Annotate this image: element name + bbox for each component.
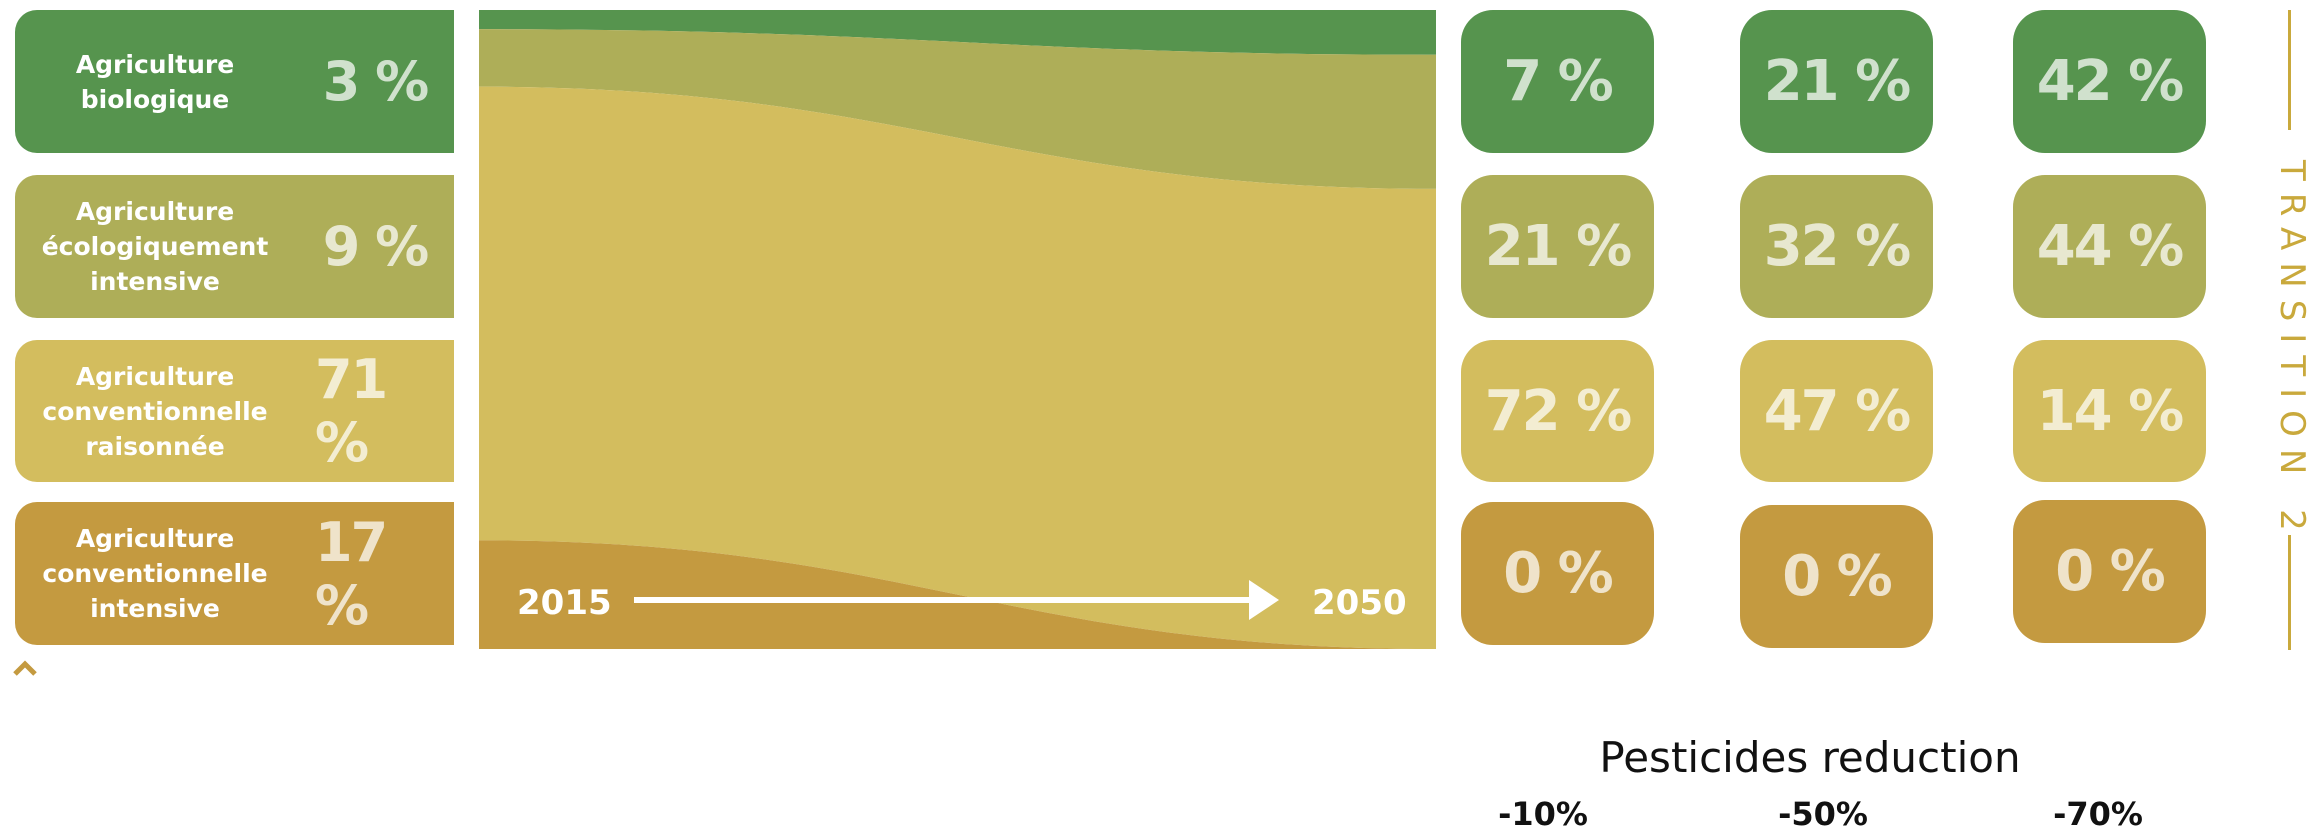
area-series-int [479,540,1436,649]
category-pct-2015: 3 % [322,50,429,113]
scenario3-int: 0 % [2013,500,2206,643]
category-pct-2015: 17 % [315,510,388,637]
scenario1-rai: 72 % [1461,340,1654,482]
row-label-rai: Agriculture conventionnelle raisonnée 71… [15,340,454,482]
row-label-bio: Agriculture biologique 3 % [15,10,454,153]
pesticides-title: Pesticides reduction [1599,733,2021,782]
category-pct-2015: 71 % [315,348,388,474]
timeline-end-label: 2050 [1312,583,1407,623]
scenario2-int: 0 % [1740,505,1933,648]
category-name: Agriculture écologiquement intensive [41,197,269,296]
area-series-bio [479,10,1436,55]
scenario1-bio: 7 % [1461,10,1654,153]
scenario2-rai: 47 % [1740,340,1933,482]
side-label-text: TRANSITION 2 [2272,160,2312,543]
timeline-arrow-head [1249,580,1279,620]
scenario3-rai: 14 % [2013,340,2206,482]
scenario3-bio: 42 % [2013,10,2206,153]
area-series-eco [479,29,1436,189]
scenario3-eco: 44 % [2013,175,2206,318]
area-series-rai [479,86,1436,649]
scenario2-eco: 32 % [1740,175,1933,318]
area-layers [479,10,1436,649]
timeline-start-label: 2015 [517,583,612,623]
side-line-bottom [2288,535,2291,650]
pesticides-value-3: -70% [2053,795,2143,833]
row-label-int: Agriculture conventionnelle intensive 17… [15,502,454,645]
side-line-top [2288,10,2291,130]
category-name: Agriculture biologique [75,49,235,114]
chevron-up-icon[interactable] [10,652,40,682]
category-name: Agriculture conventionnelle intensive [42,524,268,623]
pesticides-value-1: -10% [1498,795,1588,833]
scenario1-eco: 21 % [1461,175,1654,318]
row-label-eco: Agriculture écologiquement intensive 9 % [15,175,454,318]
pesticides-value-2: -50% [1778,795,1868,833]
transition-side-label: TRANSITION 2 [2270,10,2313,650]
transition-area-chart: 2015 2050 [479,10,1436,649]
scenario1-int: 0 % [1461,502,1654,645]
category-pct-2015: 9 % [322,215,429,278]
scenario2-bio: 21 % [1740,10,1933,153]
category-name: Agriculture conventionnelle raisonnée [42,361,268,461]
